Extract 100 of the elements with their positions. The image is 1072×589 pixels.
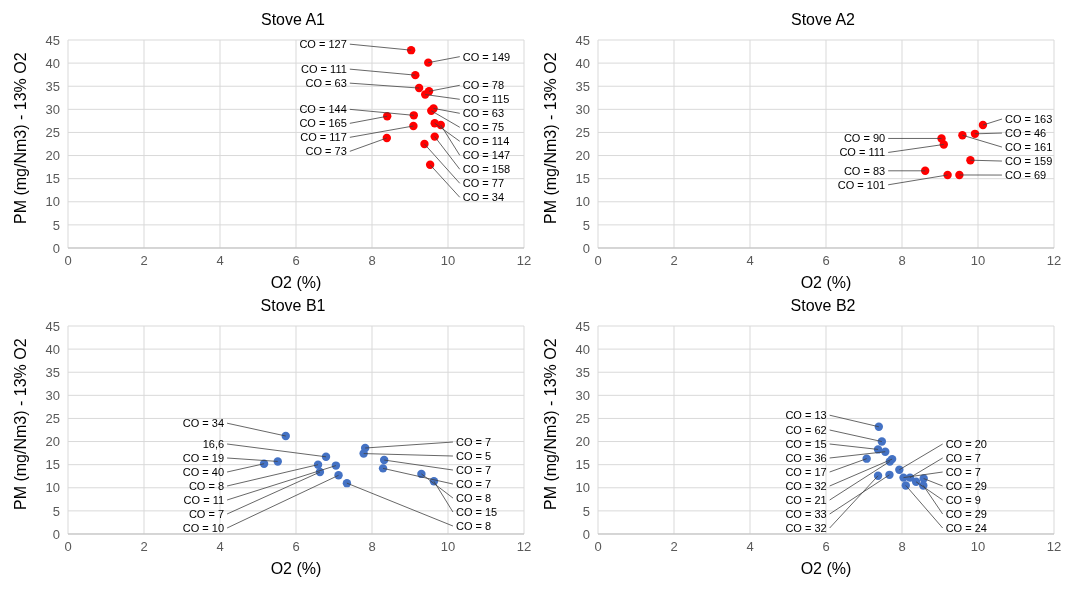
y-tick-label: 5 — [52, 217, 60, 233]
annotation: CO = 40 — [182, 466, 225, 478]
y-tick-label: 0 — [582, 526, 590, 542]
annotation: CO = 24 — [945, 522, 987, 534]
x-tick-label: 2 — [670, 539, 678, 555]
x-axis-title: O2 (%) — [800, 560, 852, 577]
annotation: CO = 8 — [455, 520, 492, 533]
y-tick-label: 30 — [45, 387, 60, 403]
x-tick-label: 12 — [516, 539, 532, 555]
x-tick-label: 2 — [670, 253, 678, 269]
y-tick-label: 10 — [575, 480, 590, 496]
y-tick-label: 25 — [45, 411, 60, 427]
annotation: CO = 165 — [299, 117, 347, 130]
x-tick-label: 12 — [516, 253, 532, 269]
annotation: CO = 158 — [462, 163, 511, 176]
chart-title: Stove B1 — [259, 296, 327, 316]
annotation: CO = 115 — [462, 93, 510, 106]
annotation: CO = 144 — [299, 103, 347, 116]
y-tick-label: 25 — [575, 411, 590, 427]
annotation: CO = 33 — [785, 508, 827, 520]
annotation: 16,6 — [202, 438, 225, 450]
x-tick-label: 10 — [440, 539, 456, 555]
y-tick-label: 0 — [52, 526, 60, 542]
point — [359, 449, 368, 458]
annotation: CO = 32 — [785, 480, 827, 492]
annotation: CO = 34 — [462, 191, 505, 204]
x-tick-label: 0 — [594, 539, 602, 555]
y-tick-label: 35 — [575, 78, 590, 94]
y-tick-label: 40 — [45, 341, 60, 357]
annotation: CO = 147 — [462, 149, 511, 162]
x-axis-title: O2 (%) — [270, 274, 322, 291]
annotation: CO = 77 — [462, 177, 505, 190]
y-axis-title: PM (mg/Nm3) - 13% O2 — [541, 52, 559, 224]
annotation: CO = 73 — [305, 145, 347, 158]
annotation: CO = 21 — [785, 494, 827, 506]
x-tick-label: 4 — [216, 253, 224, 269]
annotation: CO = 7 — [945, 466, 981, 478]
y-tick-label: 0 — [52, 240, 60, 256]
chart-title: Stove A1 — [259, 10, 326, 30]
y-tick-label: 30 — [45, 101, 60, 117]
point — [873, 471, 883, 480]
annotation: CO = 149 — [462, 50, 511, 63]
annotation: CO = 7 — [945, 452, 981, 464]
point — [966, 155, 975, 165]
annotation: CO = 111 — [301, 63, 347, 76]
y-tick-label: 10 — [45, 194, 60, 210]
x-tick-label: 4 — [216, 539, 224, 555]
x-tick-label: 4 — [746, 253, 754, 269]
annotation: CO = 83 — [843, 164, 886, 177]
x-tick-label: 4 — [746, 539, 754, 555]
point — [899, 473, 908, 482]
annotation: CO = 11 — [183, 494, 225, 506]
y-tick-label: 15 — [575, 171, 590, 187]
annotation: CO = 7 — [455, 478, 492, 491]
y-tick-label: 45 — [45, 32, 60, 48]
annotation: CO = 5 — [455, 450, 492, 463]
annotation: CO = 10 — [182, 522, 225, 534]
x-tick-label: 8 — [368, 539, 376, 555]
annotation: CO = 34 — [182, 417, 225, 430]
annotation: CO = 17 — [785, 466, 827, 478]
annotation: CO = 69 — [1004, 169, 1047, 182]
y-tick-label: 45 — [45, 318, 60, 334]
y-tick-label: 15 — [45, 457, 60, 473]
annotation: CO = 13 — [785, 409, 827, 422]
x-tick-label: 6 — [292, 539, 300, 555]
y-tick-label: 5 — [582, 503, 590, 519]
annotation: CO = 163 — [1004, 113, 1053, 126]
annotation: CO = 101 — [837, 178, 886, 191]
y-axis-title: PM (mg/Nm3) - 13% O2 — [11, 338, 29, 510]
y-tick-label: 40 — [575, 55, 590, 71]
y-tick-label: 20 — [45, 434, 60, 450]
y-tick-label: 30 — [575, 101, 590, 117]
x-tick-label: 8 — [898, 253, 906, 269]
y-axis-title: PM (mg/Nm3) - 13% O2 — [11, 52, 29, 224]
annotation: CO = 7 — [455, 464, 492, 477]
x-tick-label: 0 — [64, 253, 72, 269]
y-tick-label: 10 — [575, 194, 590, 210]
annotation: CO = 111 — [839, 146, 886, 159]
annotation: CO = 7 — [455, 436, 492, 449]
chart-title: Stove A2 — [789, 10, 856, 30]
y-tick-label: 20 — [45, 148, 60, 164]
y-tick-label: 10 — [45, 480, 60, 496]
x-tick-label: 6 — [822, 539, 830, 555]
annotation: CO = 159 — [1004, 155, 1053, 168]
y-tick-label: 35 — [575, 364, 590, 380]
annotation: CO = 63 — [305, 77, 347, 90]
annotation: CO = 19 — [182, 452, 225, 464]
y-tick-label: 5 — [52, 503, 60, 519]
x-tick-label: 0 — [594, 253, 602, 269]
y-tick-label: 45 — [575, 318, 590, 334]
x-axis-title: O2 (%) — [270, 560, 322, 577]
y-tick-label: 25 — [45, 125, 60, 141]
annotation: CO = 15 — [455, 506, 498, 519]
x-tick-label: 12 — [1046, 539, 1062, 555]
point — [273, 457, 282, 466]
y-tick-label: 20 — [575, 148, 590, 164]
x-tick-label: 10 — [440, 253, 456, 269]
x-tick-label: 8 — [368, 253, 376, 269]
point — [920, 166, 930, 176]
annotation: CO = 7 — [188, 508, 225, 520]
